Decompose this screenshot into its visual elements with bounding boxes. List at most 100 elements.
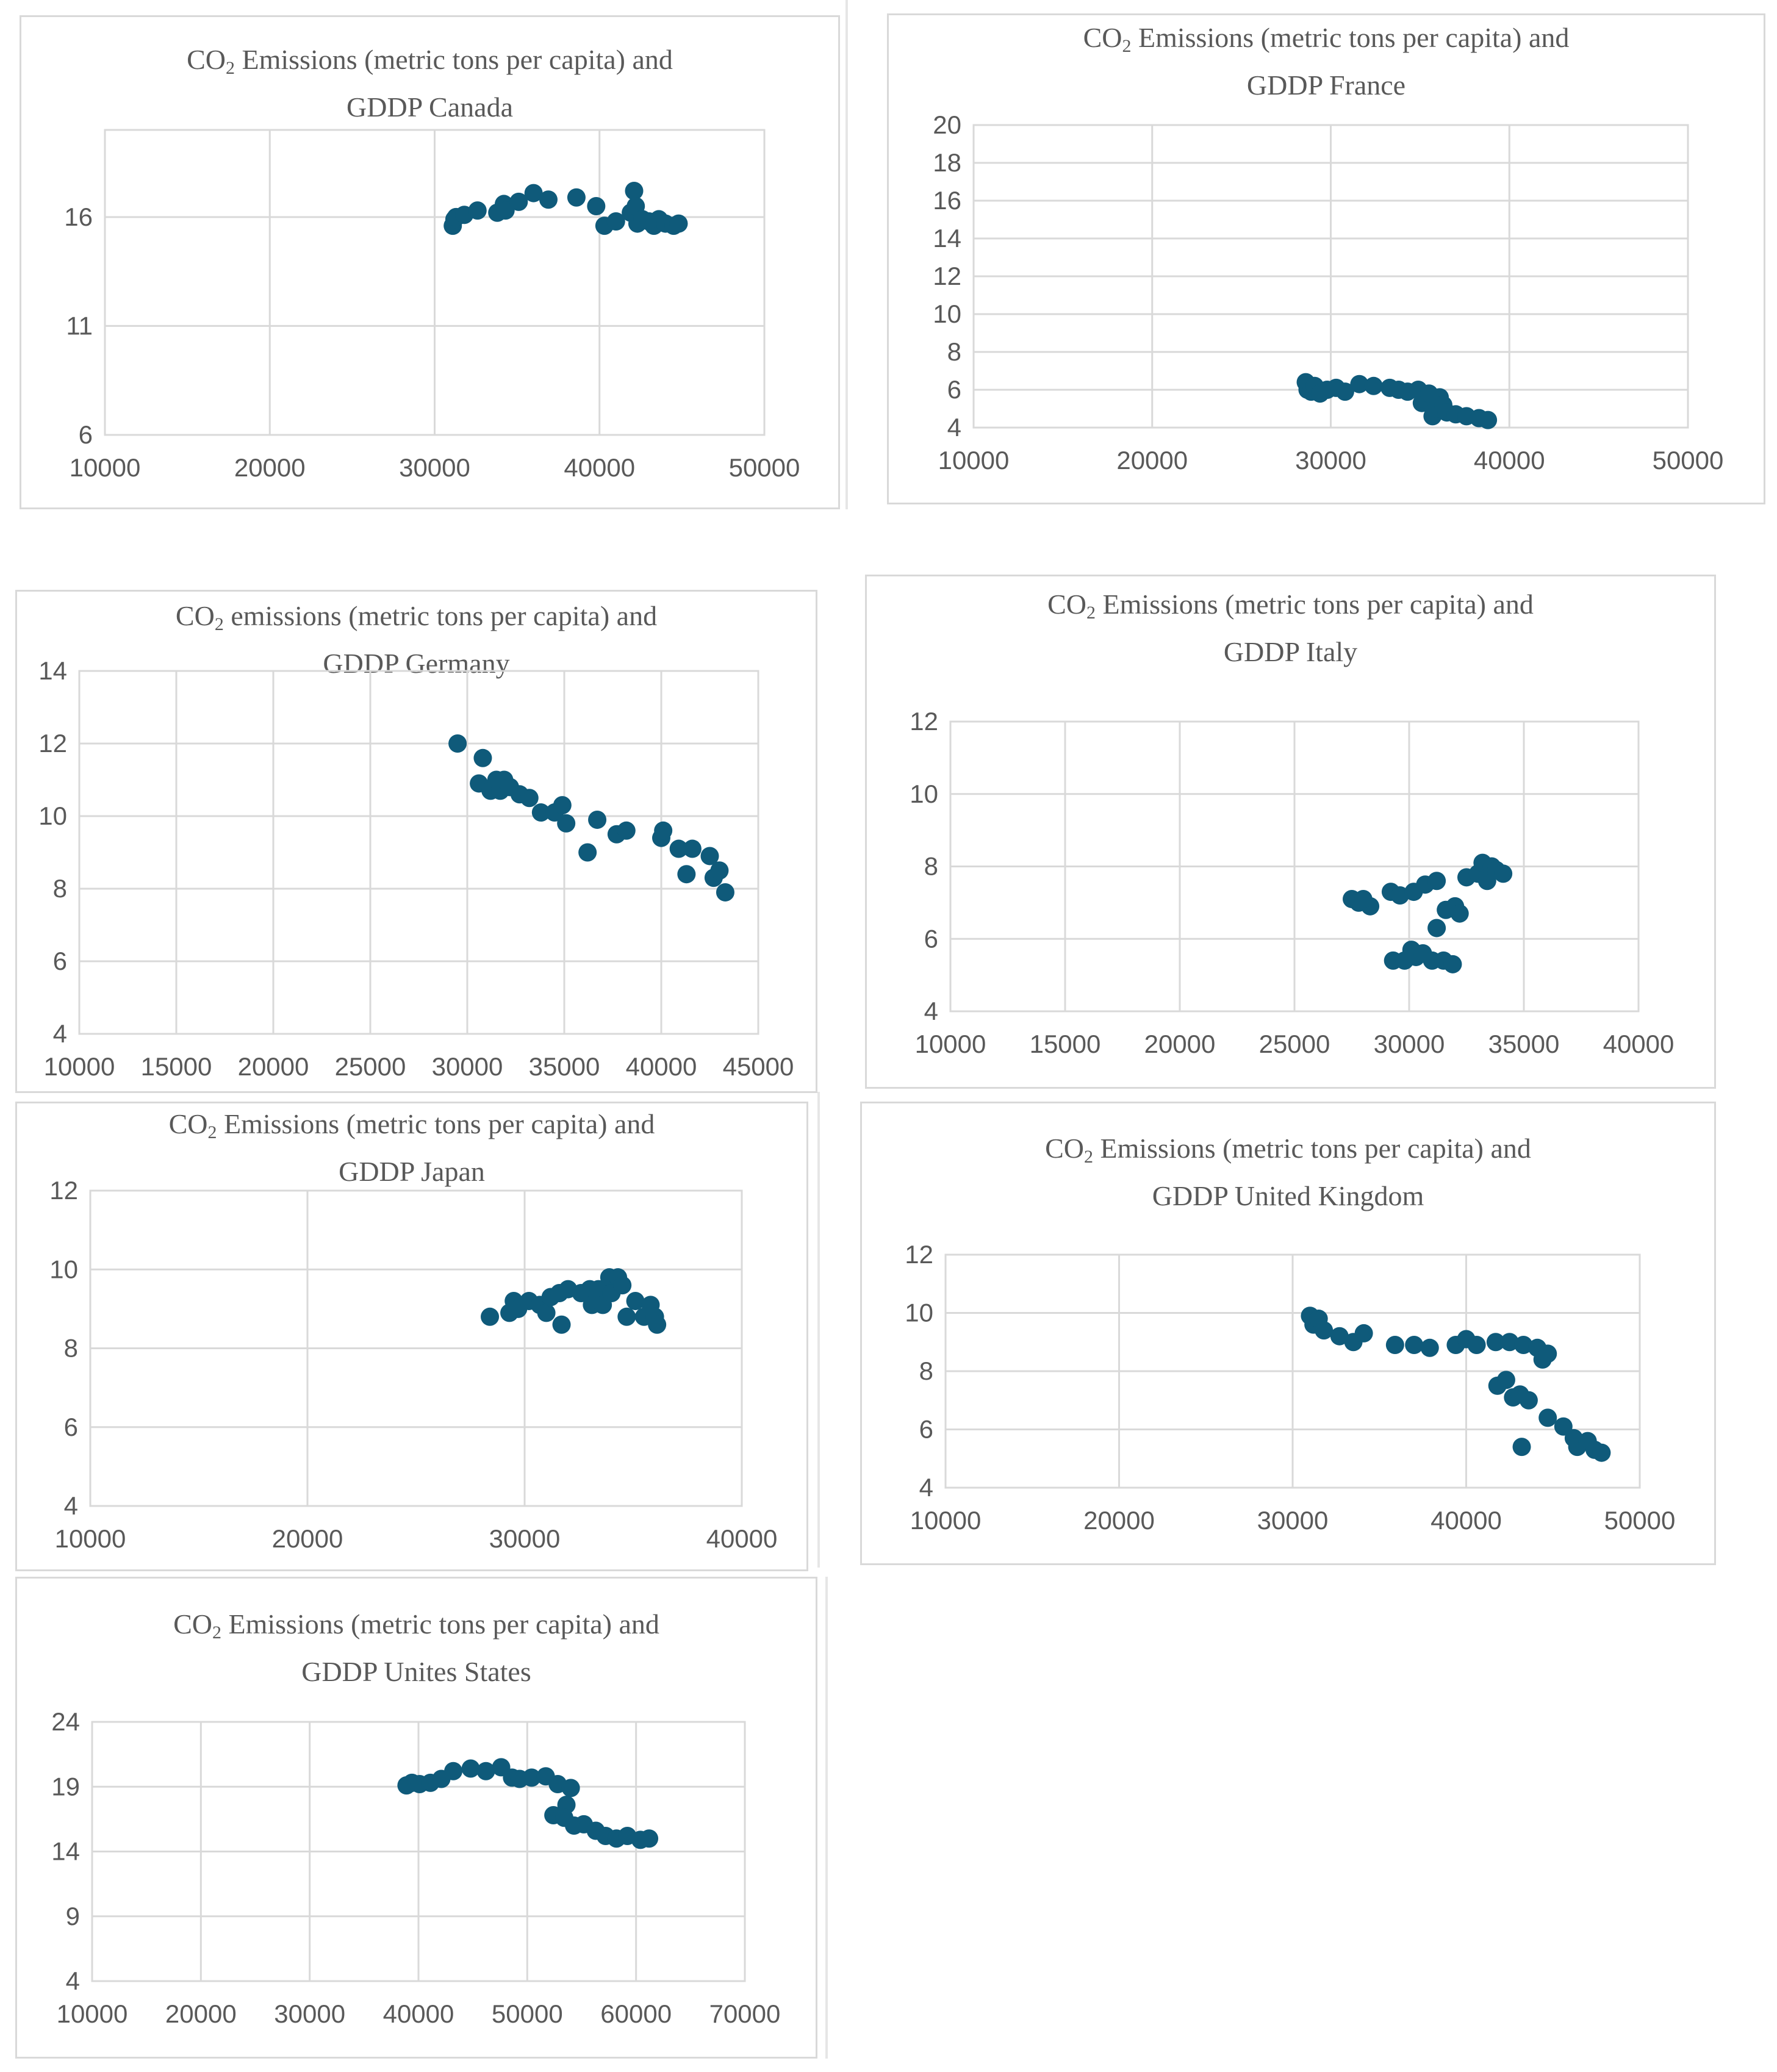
data-point [1354, 1324, 1373, 1342]
x-tick-label: 20000 [238, 1052, 309, 1081]
x-tick-label: 20000 [165, 1999, 237, 2028]
chart-canada: 10000 20000 30000 40000 50000 6 11 16 [64, 129, 800, 482]
x-tick-label: 30000 [489, 1524, 561, 1553]
chart-italy: 10000 15000 20000 25000 30000 35000 40000 4 6 8 10… [910, 707, 1675, 1058]
data-point [588, 810, 607, 829]
data-point [1467, 1336, 1486, 1355]
data-point [578, 843, 597, 862]
x-tick-label: 30000 [1374, 1030, 1445, 1058]
data-point [1512, 1438, 1531, 1457]
chart-germany: 10000 15000 20000 25000 30000 35000 40000 45000… [38, 656, 794, 1081]
data-point [1350, 375, 1369, 393]
data-point [1427, 872, 1446, 891]
data-point [537, 1303, 556, 1322]
chart-panel-us: CO2 Emissions (metric tons per capita) a… [15, 1577, 817, 2059]
data-point [1519, 1391, 1538, 1410]
x-tick-label: 20000 [272, 1524, 343, 1553]
data-point [1500, 1333, 1519, 1352]
data-point [1592, 1443, 1611, 1462]
data-point [617, 1307, 636, 1326]
x-tick-label: 10000 [55, 1524, 126, 1553]
chart-panel-uk: CO2 Emissions (metric tons per capita) a… [860, 1102, 1716, 1565]
y-tick-label: 8 [947, 337, 961, 366]
x-tick-label: 30000 [432, 1052, 503, 1081]
y-tick-label: 9 [66, 1902, 80, 1930]
x-tick-label: 30000 [399, 453, 470, 482]
data-point [481, 1307, 500, 1326]
y-tick-label: 6 [947, 375, 961, 404]
data-point [552, 1315, 571, 1334]
data-point [1538, 1408, 1557, 1427]
x-tick-label: 30000 [1295, 446, 1366, 475]
y-tick-label: 12 [910, 707, 938, 736]
x-tick-label: 40000 [1474, 446, 1545, 475]
x-tick-label: 10000 [910, 1506, 982, 1535]
y-tick-label: 16 [933, 186, 961, 215]
x-tick-label: 40000 [564, 453, 635, 482]
chart-japan: 10000 20000 30000 40000 4 6 8 10 12 [49, 1176, 778, 1553]
y-tick-label: 14 [38, 656, 67, 685]
chart-us: 10000 20000 30000 40000 50000 60000 70000 4 9 14 1… [51, 1707, 780, 2028]
plot-area [78, 670, 759, 1035]
chart-title: CO2 Emissions (metric tons per capita) a… [187, 44, 673, 123]
x-tick-label: 40000 [1603, 1030, 1675, 1058]
chart-panel-canada: CO2 Emissions (metric tons per capita) a… [20, 15, 840, 509]
data-point [1427, 919, 1446, 937]
x-tick-label: 30000 [274, 1999, 345, 2028]
x-tick-label: 40000 [706, 1524, 778, 1553]
data-point [557, 814, 576, 833]
x-tick-label: 45000 [723, 1052, 794, 1081]
data-point [496, 201, 515, 220]
chart-title: CO2 Emissions (metric tons per capita) a… [1045, 1133, 1531, 1211]
data-point [648, 1315, 667, 1334]
chart-uk: 10000 20000 30000 40000 50000 4 6 8 10 12 [905, 1240, 1675, 1535]
data-point [561, 1779, 580, 1798]
chart-panel-italy: CO2 Emissions (metric tons per capita) a… [865, 575, 1716, 1089]
data-point [1514, 1336, 1533, 1355]
data-point [1450, 904, 1469, 923]
y-tick-label: 8 [919, 1357, 933, 1385]
x-tick-label: 40000 [1431, 1506, 1502, 1535]
x-tick-label: 20000 [1144, 1030, 1216, 1058]
data-point [509, 192, 528, 211]
data-point [1364, 376, 1383, 395]
data-point [625, 182, 644, 200]
y-tick-label: 6 [924, 924, 938, 953]
data-point [587, 197, 606, 215]
x-tick-label: 15000 [141, 1052, 212, 1081]
data-point [567, 188, 586, 207]
data-point [710, 861, 729, 880]
data-point [700, 847, 719, 866]
data-point [448, 734, 467, 753]
x-tick-label: 40000 [626, 1052, 697, 1081]
chart-title: CO2 Emissions (metric tons per capita) a… [1047, 589, 1534, 667]
data-point [468, 201, 487, 220]
y-tick-label: 6 [53, 947, 67, 975]
x-tick-label: 20000 [234, 453, 306, 482]
x-tick-label: 60000 [600, 1999, 672, 2028]
chart-france: 10000 20000 30000 40000 50000 4 6 8 10 12 14 16 18 20 [933, 110, 1724, 475]
chart-title: CO2 Emissions (metric tons per capita) a… [173, 1608, 659, 1687]
y-tick-label: 12 [933, 262, 961, 290]
x-tick-label: 20000 [1116, 446, 1188, 475]
data-point [617, 821, 636, 840]
x-tick-label: 50000 [492, 1999, 563, 2028]
y-tick-label: 12 [905, 1240, 933, 1269]
data-point [1354, 889, 1373, 908]
chart-panel-germany: CO2 emissions (metric tons per capita) a… [15, 590, 817, 1093]
x-tick-label: 50000 [1653, 446, 1724, 475]
data-point [476, 1762, 495, 1780]
y-tick-label: 10 [38, 801, 67, 830]
data-point [626, 1291, 645, 1310]
x-tick-label: 50000 [729, 453, 800, 482]
x-tick-label: 10000 [915, 1030, 986, 1058]
data-point [1315, 1321, 1334, 1340]
data-point [1494, 864, 1513, 883]
x-tick-label: 20000 [1083, 1506, 1155, 1535]
data-point [539, 190, 558, 209]
data-point [531, 803, 550, 822]
y-tick-label: 10 [933, 299, 961, 328]
data-point [461, 1759, 480, 1778]
y-tick-label: 20 [933, 110, 961, 139]
y-tick-label: 6 [64, 1413, 78, 1441]
